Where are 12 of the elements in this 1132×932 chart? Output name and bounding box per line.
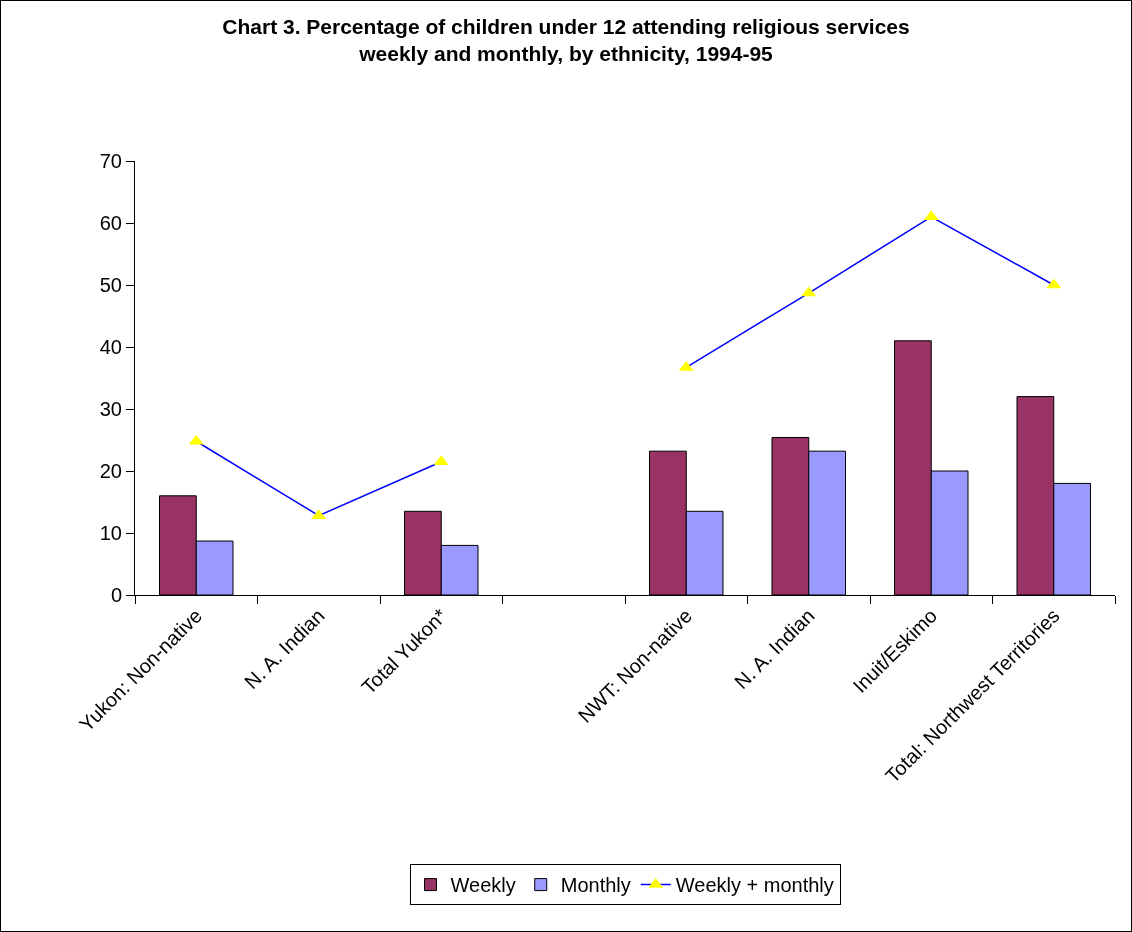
legend-label: Monthly: [560, 874, 631, 897]
y-tick-label: 10: [99, 522, 122, 544]
y-tick-label: 50: [99, 274, 122, 296]
y-tick-label: 30: [99, 398, 122, 420]
y-tick-label: 60: [99, 212, 122, 234]
y-tick-label: 0: [110, 584, 122, 606]
y-tick-label: 40: [99, 336, 122, 358]
legend-label: Weekly + monthly: [675, 874, 834, 897]
y-tick-label: 20: [99, 460, 122, 482]
chart-title: Chart 3. Percentage of children under 12 attending religious services weekly and monthly, by ethnicity, 1994-95: [222, 14, 910, 65]
y-tick-label: 70: [99, 150, 122, 172]
legend-label: Weekly: [450, 874, 516, 897]
